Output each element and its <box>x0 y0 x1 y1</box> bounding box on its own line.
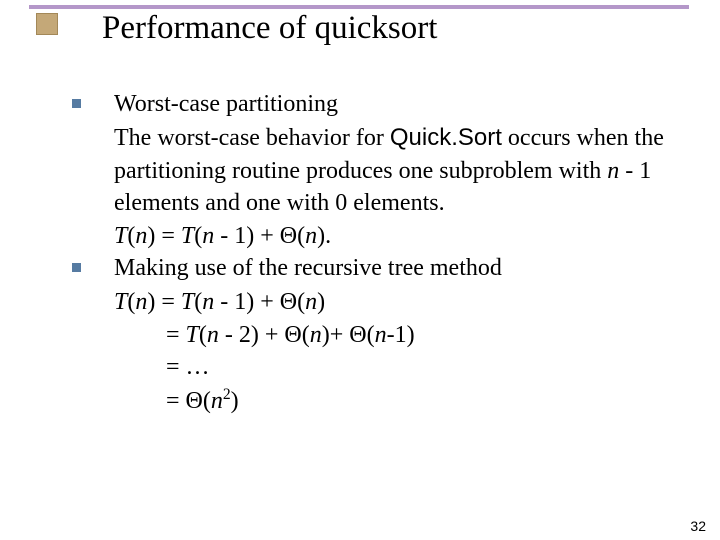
bullet-item: Making use of the recursive tree method <box>72 252 672 284</box>
bullet-line: = … <box>72 351 672 383</box>
bullet-line: T(n) = T(n - 1) + Θ(n). <box>72 220 672 252</box>
bullet-line: The worst-case behavior for Quick.Sort o… <box>72 122 672 219</box>
bullet-icon <box>72 88 114 108</box>
bullet-lead-text: Worst-case partitioning <box>114 88 672 120</box>
bullet-item: Worst-case partitioning <box>72 88 672 120</box>
page-number: 32 <box>690 518 706 534</box>
bullet-line: = T(n - 2) + Θ(n)+ Θ(n-1) <box>72 319 672 351</box>
slide-body: Worst-case partitioning The worst-case b… <box>72 88 672 417</box>
header-accent-bar <box>29 5 689 9</box>
slide-title: Performance of quicksort <box>102 10 437 47</box>
bullet-icon <box>72 252 114 272</box>
title-ornament-box <box>36 13 58 35</box>
bullet-line: = Θ(n2) <box>72 384 672 417</box>
bullet-line: T(n) = T(n - 1) + Θ(n) <box>72 286 672 318</box>
bullet-lead-text: Making use of the recursive tree method <box>114 252 672 284</box>
